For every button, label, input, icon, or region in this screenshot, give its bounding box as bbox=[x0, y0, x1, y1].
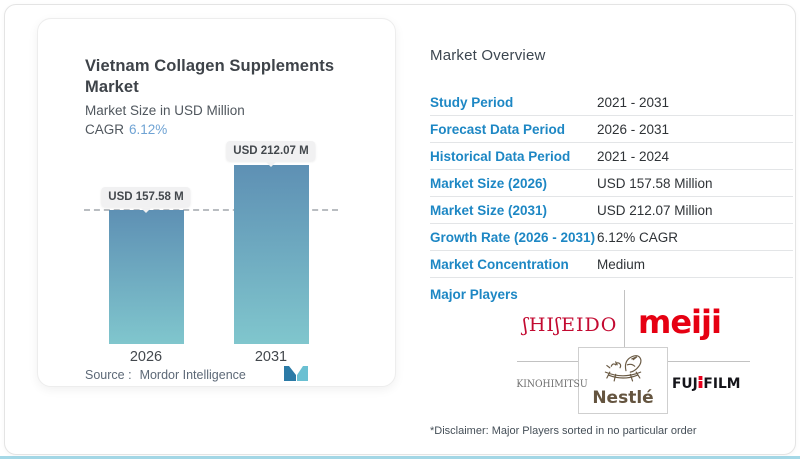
cagr-value: 6.12% bbox=[129, 122, 168, 137]
logo-grid-horizontal-divider bbox=[517, 361, 578, 362]
row-label: Market Concentration bbox=[430, 256, 569, 272]
row-value: 2021 - 2024 bbox=[597, 148, 670, 164]
source-label: Source : bbox=[85, 368, 132, 382]
fujifilm-text-post: FILM bbox=[703, 376, 741, 392]
outer-card: Vietnam Collagen Supplements Market Mark… bbox=[4, 4, 796, 455]
row-label: Market Size (2031) bbox=[430, 202, 548, 218]
x-axis-label-2031: 2031 bbox=[254, 349, 288, 365]
table-row: Market Size (2026) USD 157.58 Million bbox=[430, 170, 793, 197]
shiseido-logo: ʃHIʃEIDO bbox=[522, 314, 618, 336]
table-row: Market Concentration Medium bbox=[430, 251, 793, 278]
row-label: Growth Rate (2026 - 2031) bbox=[430, 229, 596, 245]
nestle-logo: Nestlé bbox=[578, 347, 668, 414]
bar-2026 bbox=[109, 210, 184, 344]
bar-value-label-tail bbox=[266, 162, 276, 167]
row-label: Forecast Data Period bbox=[430, 121, 566, 137]
row-value: 6.12% CAGR bbox=[597, 229, 679, 245]
row-value: 2021 - 2031 bbox=[597, 94, 670, 110]
bar-value-label-2026: USD 157.58 M bbox=[101, 187, 191, 207]
table-row: Growth Rate (2026 - 2031) 6.12% CAGR bbox=[430, 224, 793, 251]
source-value: Mordor Intelligence bbox=[139, 368, 246, 382]
logo-grid-vertical-divider bbox=[624, 290, 625, 347]
bar-value-label-2031: USD 212.07 M bbox=[226, 141, 316, 161]
major-players-label: Major Players bbox=[430, 287, 518, 302]
market-size-chart-card: Vietnam Collagen Supplements Market Mark… bbox=[37, 18, 396, 387]
x-axis-label-2026: 2026 bbox=[129, 349, 163, 365]
bottom-accent-strip bbox=[0, 456, 800, 459]
nestle-bird-icon bbox=[604, 355, 642, 382]
nestle-wordmark: Nestlé bbox=[592, 388, 654, 408]
major-players-section: Major Players ʃHIʃEIDO meiji bbox=[430, 281, 793, 421]
chart-title: Vietnam Collagen Supplements Market bbox=[85, 57, 335, 97]
chart-subtitle: Market Size in USD Million bbox=[85, 103, 245, 118]
meiji-logo: meiji bbox=[638, 303, 722, 341]
table-row: Historical Data Period 2021 - 2024 bbox=[430, 143, 793, 170]
row-label: Historical Data Period bbox=[430, 148, 571, 164]
cagr-label: CAGR bbox=[85, 122, 125, 137]
overview-title: Market Overview bbox=[430, 47, 546, 64]
overview-table: Study Period 2021 - 2031 Forecast Data P… bbox=[430, 89, 793, 278]
fujifilm-logo: FUJ FILM bbox=[672, 376, 740, 392]
logo-grid-horizontal-divider bbox=[668, 361, 750, 362]
mordor-intelligence-logo-icon bbox=[284, 366, 308, 381]
table-row: Study Period 2021 - 2031 bbox=[430, 89, 793, 116]
table-row: Market Size (2031) USD 212.07 Million bbox=[430, 197, 793, 224]
bar-value-label-tail bbox=[141, 208, 151, 213]
table-row: Forecast Data Period 2026 - 2031 bbox=[430, 116, 793, 143]
fujifilm-i-mark-icon bbox=[698, 376, 703, 388]
row-value: USD 212.07 Million bbox=[597, 202, 713, 218]
row-value: Medium bbox=[597, 256, 646, 272]
fujifilm-text-pre: FUJ bbox=[672, 376, 698, 392]
kinohimitsu-logo: KINOHIMITSU bbox=[516, 378, 588, 390]
disclaimer-text: *Disclaimer: Major Players sorted in no … bbox=[430, 425, 697, 437]
row-label: Market Size (2026) bbox=[430, 175, 548, 191]
reference-dashed-line bbox=[84, 209, 338, 211]
source-attribution: Source : Mordor Intelligence bbox=[85, 368, 246, 382]
row-label: Study Period bbox=[430, 94, 514, 110]
bar-2031 bbox=[234, 165, 309, 344]
row-value: USD 157.58 Million bbox=[597, 175, 713, 191]
row-value: 2026 - 2031 bbox=[597, 121, 670, 137]
chart-cagr: CAGR 6.12% bbox=[85, 122, 167, 137]
